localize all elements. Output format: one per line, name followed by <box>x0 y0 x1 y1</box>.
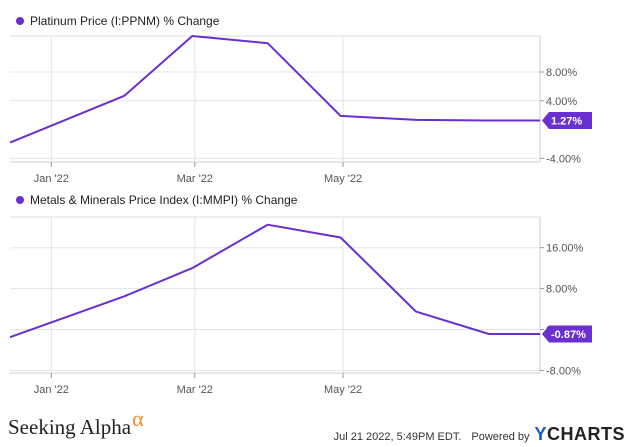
series-line <box>9 223 540 339</box>
powered-by-label: Powered by <box>471 431 530 443</box>
legend-label-platinum: Platinum Price (I:PPNM) % Change <box>30 14 220 28</box>
y-tick-label: 8.00% <box>546 67 577 79</box>
y-tick-label: 16.00% <box>546 243 584 255</box>
chart-panel-platinum: Platinum Price (I:PPNM) % Change -4.00% 4… <box>0 0 635 195</box>
y-tick-label: -8.00% <box>546 365 581 377</box>
credit: Jul 21 2022, 5:49PM EDT. Powered by YCHA… <box>334 424 625 445</box>
y-tick-label: 8.00% <box>546 284 577 296</box>
x-tick-label: Jan '22 <box>34 384 69 396</box>
x-tick-label: Mar '22 <box>177 384 213 396</box>
legend-dot-platinum <box>16 17 24 25</box>
x-tick-label: Jan '22 <box>34 173 69 185</box>
alpha-icon: α <box>132 406 144 431</box>
seeking-alpha-logo[interactable]: Seeking Alphaα <box>8 406 144 440</box>
timestamp: Jul 21 2022, 5:49PM EDT. <box>333 431 462 443</box>
ycharts-text: CHARTS <box>547 424 625 444</box>
last-value-label: -0.87% <box>551 329 586 341</box>
x-tick-label: Mar '22 <box>177 173 213 185</box>
legend-platinum: Platinum Price (I:PPNM) % Change <box>16 14 219 28</box>
ycharts-logo[interactable]: YCHARTS <box>534 424 625 445</box>
ycharts-y-icon: Y <box>534 424 547 444</box>
last-value-badge <box>542 325 592 343</box>
chart-panel-metals: Metals & Minerals Price Index (I:MMPI) %… <box>9 193 592 396</box>
legend-label-metals: Metals & Minerals Price Index (I:MMPI) %… <box>30 193 298 207</box>
brand-text: Seeking Alpha <box>8 415 132 439</box>
y-tick-label: 4.00% <box>546 96 577 108</box>
last-value-badge <box>542 111 592 129</box>
y-tick-label: -4.00% <box>546 153 581 165</box>
last-value-label: 1.27% <box>551 115 582 127</box>
x-tick-label: May '22 <box>324 173 362 185</box>
footer: Seeking Alphaα Jul 21 2022, 5:49PM EDT. … <box>0 406 635 447</box>
legend-dot-metals <box>16 196 24 204</box>
x-tick-label: May '22 <box>324 384 362 396</box>
legend-metals: Metals & Minerals Price Index (I:MMPI) %… <box>16 193 297 207</box>
series-line <box>9 35 540 144</box>
chart-platinum: -4.00% 4.00% 8.00% Jan '22 Mar '22 May '22 1.2… <box>9 35 592 185</box>
